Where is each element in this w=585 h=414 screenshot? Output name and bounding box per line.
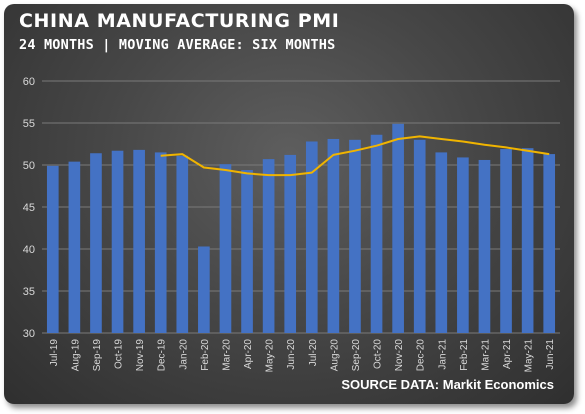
pmi-chart: 30 35 40 45 50 55 60 Jul-19 Aug-19 Sep-19 Oct-19 N… <box>23 76 560 373</box>
bar <box>500 149 512 333</box>
x-tick-label: Nov-20 <box>394 339 405 372</box>
x-tick-label: Nov-19 <box>135 339 146 372</box>
bar <box>305 141 318 333</box>
bar <box>133 149 145 333</box>
y-tick-label: 30 <box>23 328 35 340</box>
bar <box>176 155 189 333</box>
bar <box>435 152 448 333</box>
bar <box>68 161 81 333</box>
x-tick-label: Jun-20 <box>286 339 297 370</box>
x-tick-label: Sep-19 <box>92 339 103 372</box>
bar <box>521 148 534 333</box>
x-tick-label: Aug-20 <box>329 339 340 372</box>
bar <box>349 139 361 333</box>
bar <box>392 123 404 333</box>
moving-average-line <box>160 135 550 177</box>
x-tick-label: Dec-20 <box>416 339 427 372</box>
bar <box>413 139 426 333</box>
bar <box>327 138 340 333</box>
bar <box>478 159 491 333</box>
x-tick-label: Jul-19 <box>49 339 60 367</box>
x-tick-label: Jul-20 <box>308 339 319 367</box>
x-tick-label: Apr-21 <box>502 339 513 369</box>
y-tick-label: 35 <box>23 286 35 298</box>
x-tick-label: Feb-21 <box>459 339 470 371</box>
bars <box>46 123 556 333</box>
bar <box>198 246 210 333</box>
x-tick-label: Apr-20 <box>243 339 254 369</box>
bar <box>262 159 275 333</box>
x-tick-label: May-21 <box>524 339 535 373</box>
chart-card: CHINA MANUFACTURING PMI 24 MONTHS | MOVI… <box>4 4 574 404</box>
x-tick-label: Dec-19 <box>157 339 168 372</box>
x-tick-label: Jan-21 <box>437 339 448 370</box>
y-axis-ticks: 30 35 40 45 50 55 60 <box>23 76 35 340</box>
x-tick-label: Mar-21 <box>480 339 491 371</box>
y-tick-label: 45 <box>23 202 35 214</box>
bar <box>284 154 297 333</box>
x-tick-label: Oct-20 <box>373 339 384 369</box>
x-tick-label: Oct-19 <box>114 339 125 369</box>
x-tick-label: Aug-19 <box>70 339 81 372</box>
x-tick-label: Feb-20 <box>200 339 211 371</box>
x-tick-label: May-20 <box>265 339 276 373</box>
bar <box>457 157 469 333</box>
y-tick-label: 40 <box>23 244 35 256</box>
gridlines <box>42 80 560 334</box>
x-tick-label: Sep-20 <box>351 339 362 372</box>
moving-average <box>160 135 550 177</box>
y-tick-label: 60 <box>23 76 35 88</box>
y-tick-label: 55 <box>23 118 35 130</box>
bar <box>111 150 124 333</box>
bar <box>90 153 102 333</box>
source-note: SOURCE DATA: Markit Economics <box>341 377 554 392</box>
bar <box>543 154 556 333</box>
x-tick-label: Mar-20 <box>221 339 232 371</box>
bar <box>46 165 59 333</box>
bar <box>370 134 383 333</box>
bar <box>154 152 167 333</box>
bar <box>219 164 232 333</box>
x-tick-label: Jun-21 <box>545 339 556 370</box>
x-axis-ticks: Jul-19 Aug-19 Sep-19 Oct-19 Nov-19 Dec-19 Jan-… <box>49 339 556 373</box>
chart-subtitle: 24 MONTHS | MOVING AVERAGE: SIX MONTHS <box>19 37 336 53</box>
chart-title: CHINA MANUFACTURING PMI <box>19 10 340 32</box>
y-tick-label: 50 <box>23 160 35 172</box>
x-tick-label: Jan-20 <box>178 339 189 370</box>
bar <box>241 170 253 333</box>
